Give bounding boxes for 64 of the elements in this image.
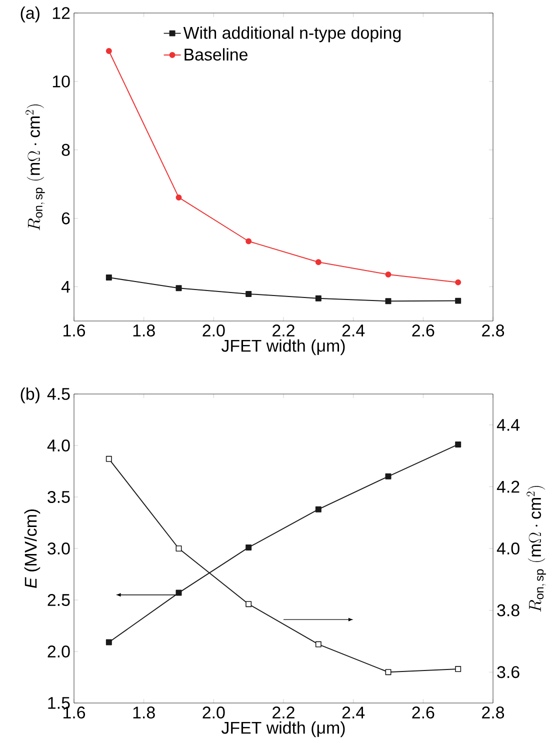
y-tick-label: 4.0	[47, 440, 70, 452]
point	[106, 48, 112, 54]
legend-label: With additional n-type doping	[183, 26, 401, 42]
x-tick-label: 2.4	[342, 324, 365, 336]
y2-tick-label: 3.8	[497, 604, 520, 616]
y-tick-label: 4.5	[47, 388, 70, 400]
y-axis-title: $R_{\mathrm{on,\,sp}}\ (\mathrm{m}\Omega\cdot\mathrm{cm}^{2})$	[26, 104, 45, 230]
legend-label: Baseline	[184, 48, 248, 61]
point	[385, 669, 392, 676]
x-tick-label: 2.8	[482, 324, 504, 337]
x-tick-label: 1.6	[64, 324, 86, 337]
y2-axis-title: $R_{\mathrm{on,\,sp}}\ (\mathrm{m}\Omega\cdot\mathrm{cm}^{2})$	[526, 486, 546, 612]
point	[315, 259, 322, 266]
point	[385, 473, 392, 480]
point	[455, 441, 462, 448]
y-tick-label: 8	[62, 144, 70, 156]
y-tick-label: 12	[52, 7, 70, 19]
x-axis-title: JFET width (μm)	[221, 721, 345, 738]
point	[315, 506, 322, 512]
x-tick-label: 1.6	[64, 706, 86, 719]
y-tick-label: 2.0	[48, 646, 70, 658]
x-tick-label: 1.8	[133, 324, 155, 337]
point	[106, 274, 112, 281]
y-tick-label: 2.5	[48, 594, 70, 606]
y-tick-label: 4	[61, 280, 70, 293]
point	[106, 639, 112, 646]
x-tick-label: 2.6	[412, 706, 434, 719]
point	[455, 666, 462, 672]
y2-tick-label: 4.2	[496, 480, 520, 493]
chart-title: (a)	[20, 6, 40, 22]
y2-tick-label: 3.6	[497, 666, 520, 678]
x-tick-label: 1.8	[133, 706, 155, 719]
x-tick-label: 2.0	[202, 706, 225, 719]
x-tick-label: 2.8	[482, 706, 504, 719]
point	[246, 601, 252, 608]
y2-tick-label: 4.0	[496, 542, 520, 554]
x-tick-label: 2.2	[272, 324, 294, 336]
point	[176, 546, 182, 552]
y-tick-label: 6	[62, 212, 70, 224]
x-tick-label: 2.0	[202, 324, 225, 337]
x-tick-label: 2.4	[342, 706, 365, 718]
point	[246, 290, 252, 297]
y-tick-label: 3.0	[48, 542, 70, 554]
y2-tick-label: 4.4	[496, 419, 520, 431]
point	[176, 590, 182, 596]
point	[455, 279, 462, 286]
x-tick-label: 2.6	[412, 324, 434, 337]
point	[176, 285, 182, 292]
x-tick-label: 2.2	[272, 706, 294, 718]
point	[385, 271, 392, 278]
point	[385, 298, 392, 304]
y-tick-label: 1.5	[48, 697, 70, 709]
point	[315, 641, 322, 648]
x-axis-title: JFET width (μm)	[221, 339, 345, 356]
point	[246, 238, 252, 244]
point	[246, 544, 252, 550]
point	[106, 456, 112, 462]
point	[176, 194, 182, 200]
y-axis-title: E (MV/cm)	[24, 509, 40, 588]
chart-title: (b)	[20, 388, 40, 404]
y-tick-label: 10	[52, 75, 70, 88]
point	[315, 295, 322, 302]
y-tick-label: 3.5	[48, 491, 70, 503]
point	[455, 298, 462, 304]
